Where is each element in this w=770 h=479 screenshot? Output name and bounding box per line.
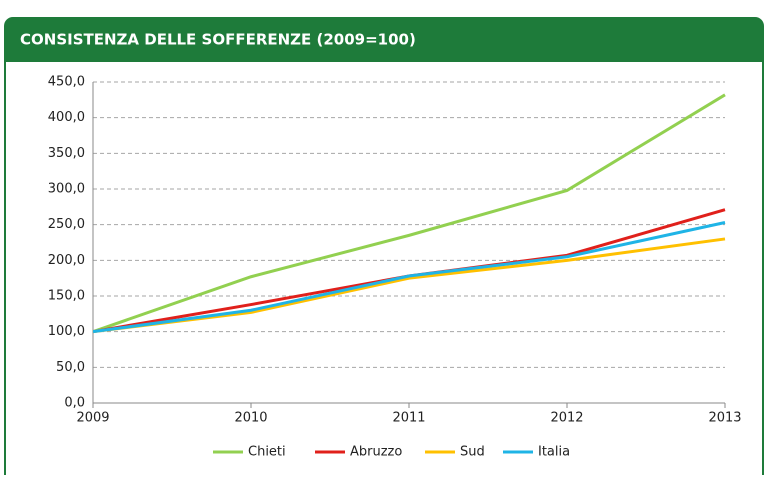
series-line <box>92 221 726 334</box>
legend-label: Sud <box>460 445 485 460</box>
x-tick-label: 2012 <box>550 411 583 426</box>
y-tick-label: 150,0 <box>48 289 85 304</box>
y-tick-label: 400,0 <box>48 110 85 125</box>
chart-title: CONSISTENZA DELLE SOFFERENZE (2009=100) <box>20 31 416 49</box>
y-tick-label: 250,0 <box>48 217 85 232</box>
x-tick-label: 2009 <box>76 411 109 426</box>
y-tick-label: 300,0 <box>48 182 85 197</box>
y-tick-label: 450,0 <box>48 75 85 90</box>
y-tick-label: 100,0 <box>48 324 85 339</box>
y-tick-label: 50,0 <box>56 360 85 375</box>
legend-label: Italia <box>538 445 570 460</box>
frame <box>4 17 764 479</box>
y-tick-label: 200,0 <box>48 253 85 268</box>
y-tick-label: 350,0 <box>48 146 85 161</box>
x-tick-label: 2011 <box>392 411 425 426</box>
legend-label: Chieti <box>248 445 286 460</box>
x-tick-label: 2010 <box>234 411 267 426</box>
legend-label: Abruzzo <box>350 445 402 460</box>
x-tick-label: 2013 <box>708 411 741 426</box>
y-tick-label: 0,0 <box>64 396 85 411</box>
series-line <box>92 93 726 334</box>
header-band <box>5 18 763 62</box>
